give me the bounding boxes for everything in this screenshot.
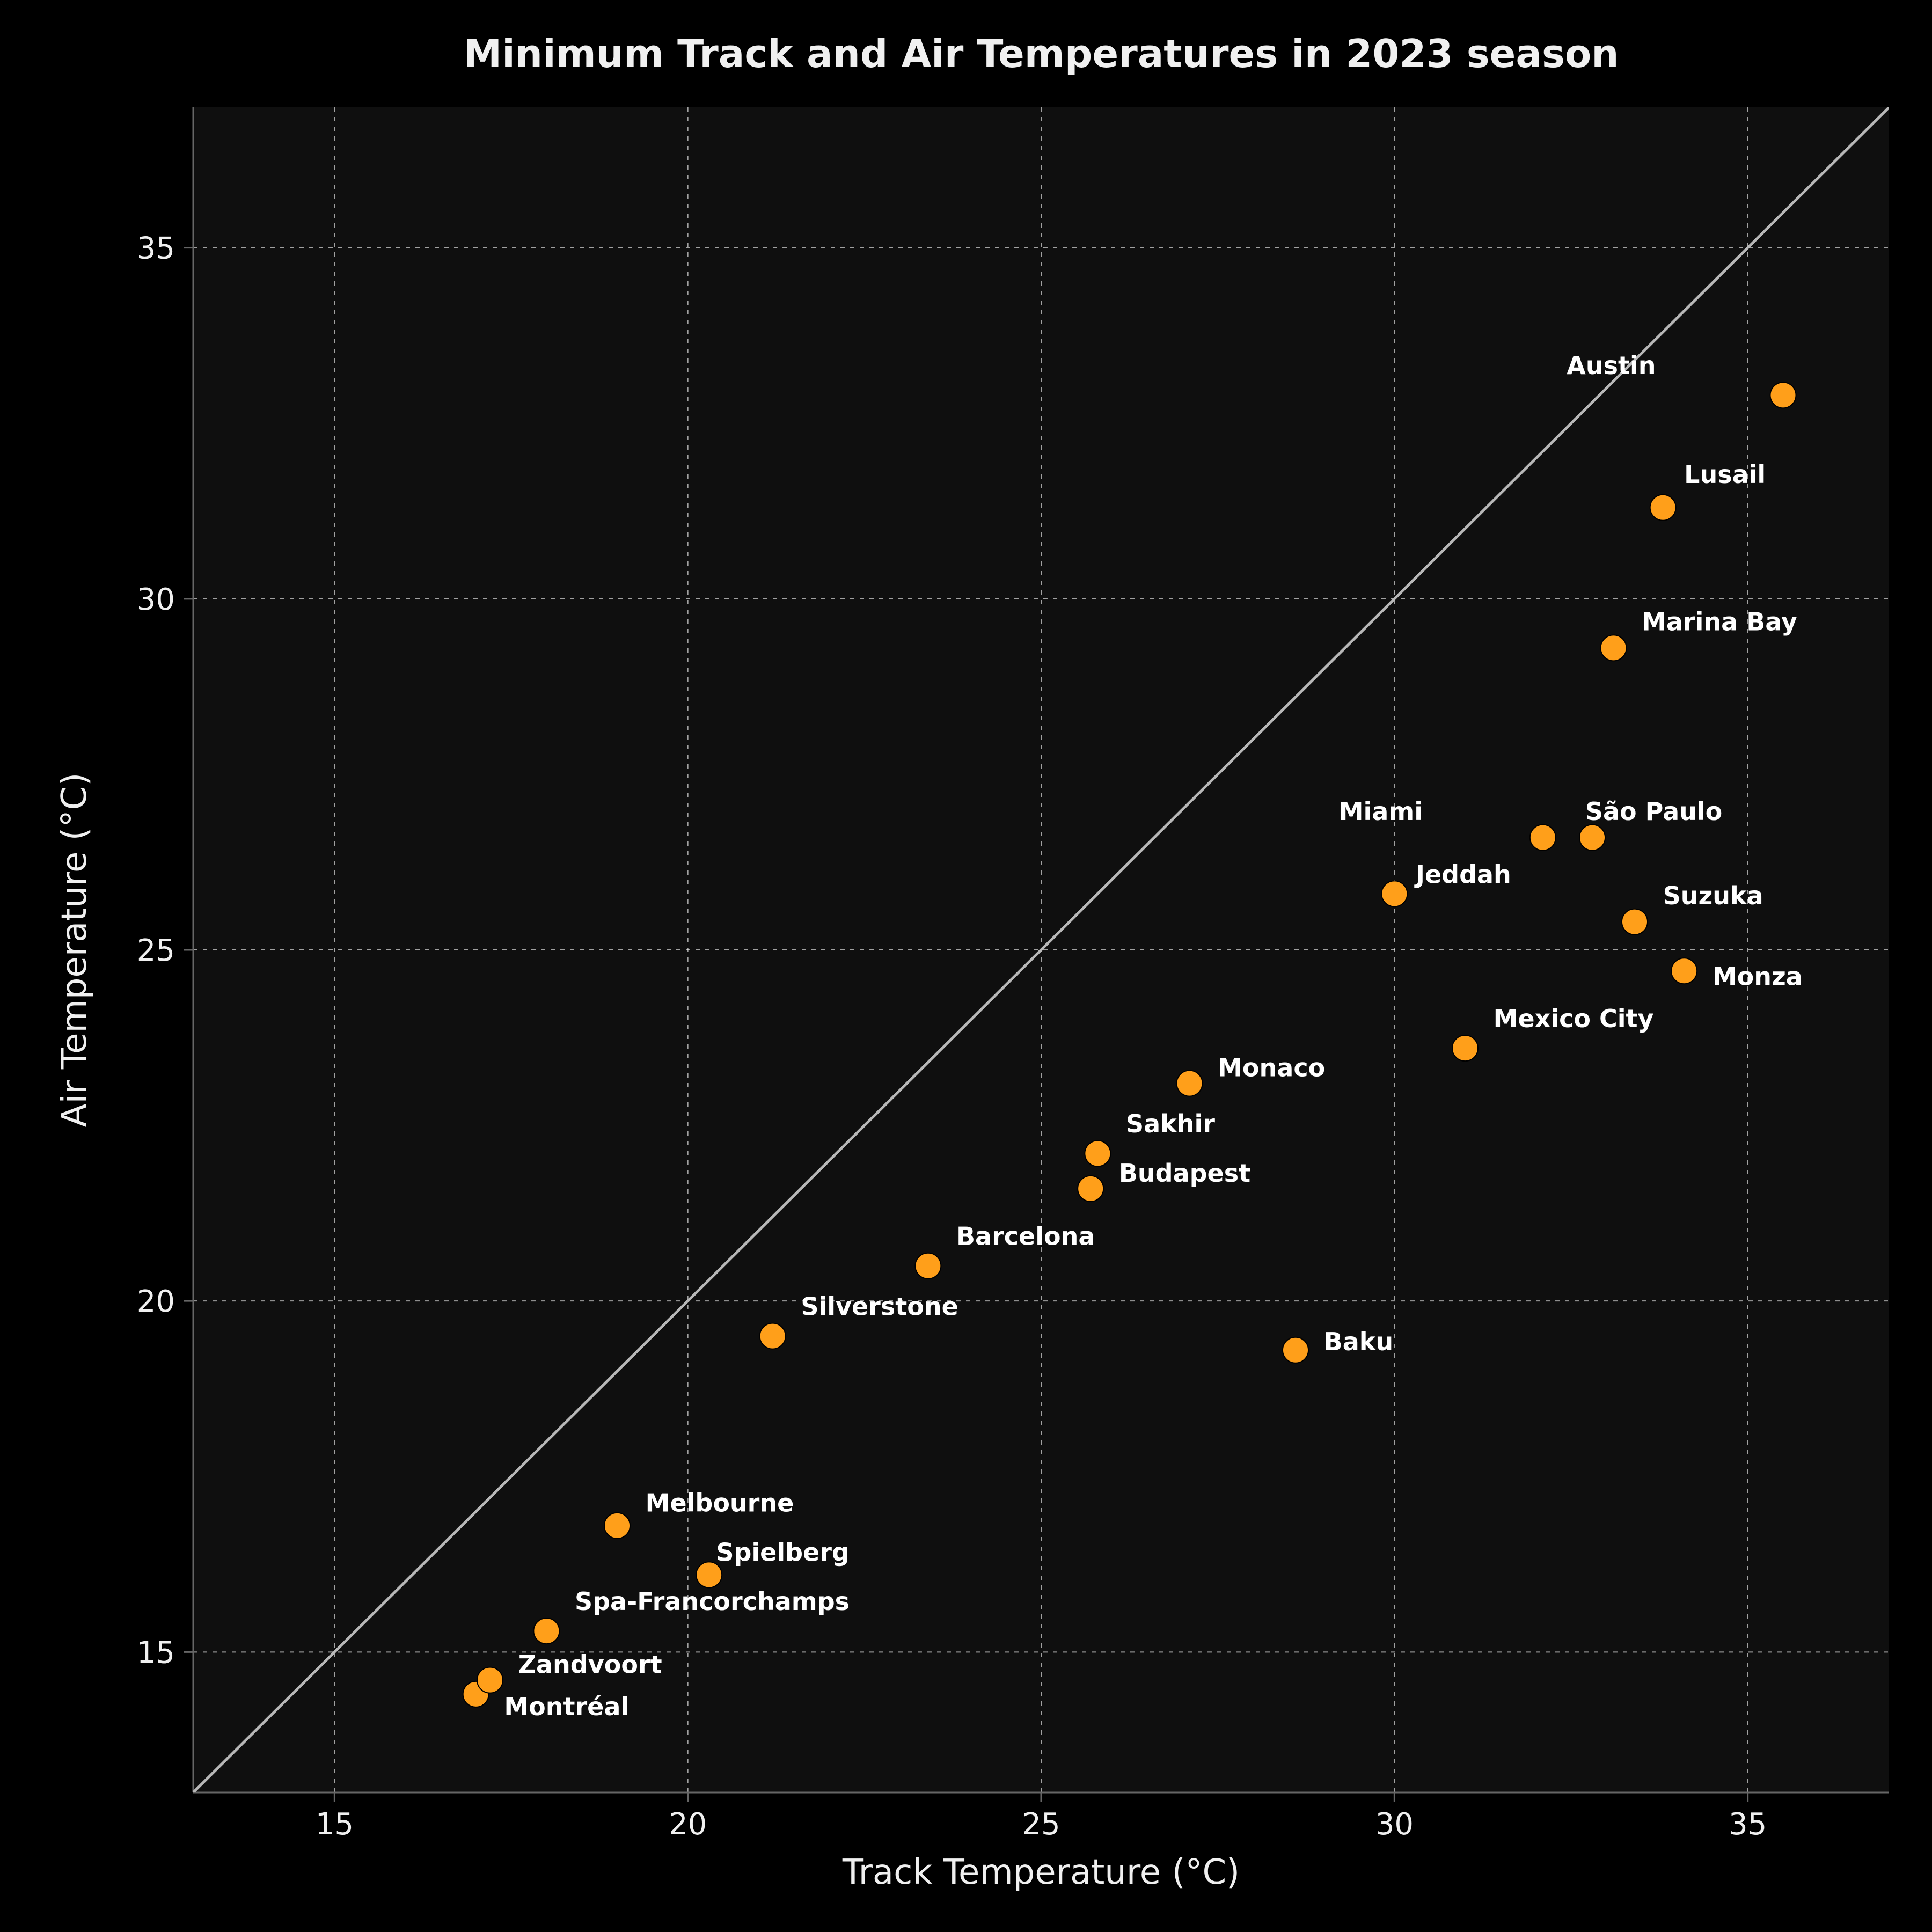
scatter-point xyxy=(915,1253,941,1279)
x-tick-label: 35 xyxy=(1729,1807,1767,1842)
scatter-point xyxy=(1283,1337,1308,1363)
point-label: Silverstone xyxy=(801,1292,958,1321)
scatter-point xyxy=(1085,1140,1110,1166)
scatter-point xyxy=(1579,825,1605,851)
point-label: Melbourne xyxy=(646,1489,794,1518)
y-axis-label: Air Temperature (°C) xyxy=(55,773,94,1128)
scatter-point xyxy=(1770,382,1796,408)
point-label: Monaco xyxy=(1218,1053,1325,1082)
point-label: Spa-Francorchamps xyxy=(575,1587,850,1616)
point-label: Suzuka xyxy=(1663,881,1763,910)
y-tick-label: 30 xyxy=(137,582,175,617)
y-tick-label: 25 xyxy=(137,933,175,968)
scatter-point xyxy=(1671,958,1697,984)
x-tick-label: 25 xyxy=(1022,1807,1060,1842)
scatter-point xyxy=(533,1618,559,1644)
y-tick-label: 35 xyxy=(137,231,175,266)
x-tick-label: 20 xyxy=(669,1807,707,1842)
x-tick-label: 15 xyxy=(316,1807,354,1842)
y-tick-label: 20 xyxy=(137,1284,175,1319)
point-label: Budapest xyxy=(1119,1159,1250,1188)
scatter-point xyxy=(1177,1071,1203,1096)
chart-container: 15 20 25 30 35 15 20 25 30 35 Track Temperature (°… xyxy=(0,0,1932,1932)
point-label: Mexico City xyxy=(1494,1004,1654,1033)
point-label: São Paulo xyxy=(1585,797,1722,826)
point-label: Monza xyxy=(1713,962,1803,991)
point-label: Lusail xyxy=(1684,460,1766,489)
scatter-point xyxy=(1452,1035,1478,1061)
point-label: Sakhir xyxy=(1126,1109,1215,1138)
scatter-point xyxy=(1530,825,1556,851)
scatter-point xyxy=(477,1667,503,1693)
scatter-point xyxy=(1601,635,1627,661)
point-label: Spielberg xyxy=(716,1538,850,1567)
point-label: Zandvoort xyxy=(518,1650,662,1679)
chart-title: Minimum Track and Air Temperatures in 20… xyxy=(463,31,1619,76)
x-axis-label: Track Temperature (°C) xyxy=(842,1853,1240,1892)
x-tick-label: 30 xyxy=(1375,1807,1414,1842)
point-label: Jeddah xyxy=(1414,860,1511,889)
scatter-point xyxy=(760,1323,786,1349)
point-label: Miami xyxy=(1339,797,1423,826)
scatter-point xyxy=(604,1513,630,1539)
scatter-point xyxy=(1650,495,1676,521)
point-label: Barcelona xyxy=(956,1222,1095,1251)
point-label: Montréal xyxy=(504,1692,629,1721)
y-tick-label: 15 xyxy=(137,1635,175,1670)
scatter-point xyxy=(1622,909,1648,935)
scatter-point xyxy=(1078,1176,1103,1202)
point-label: Austin xyxy=(1567,351,1656,380)
point-label: Marina Bay xyxy=(1642,608,1797,636)
scatter-point xyxy=(1381,881,1407,906)
point-label: Baku xyxy=(1324,1327,1393,1356)
